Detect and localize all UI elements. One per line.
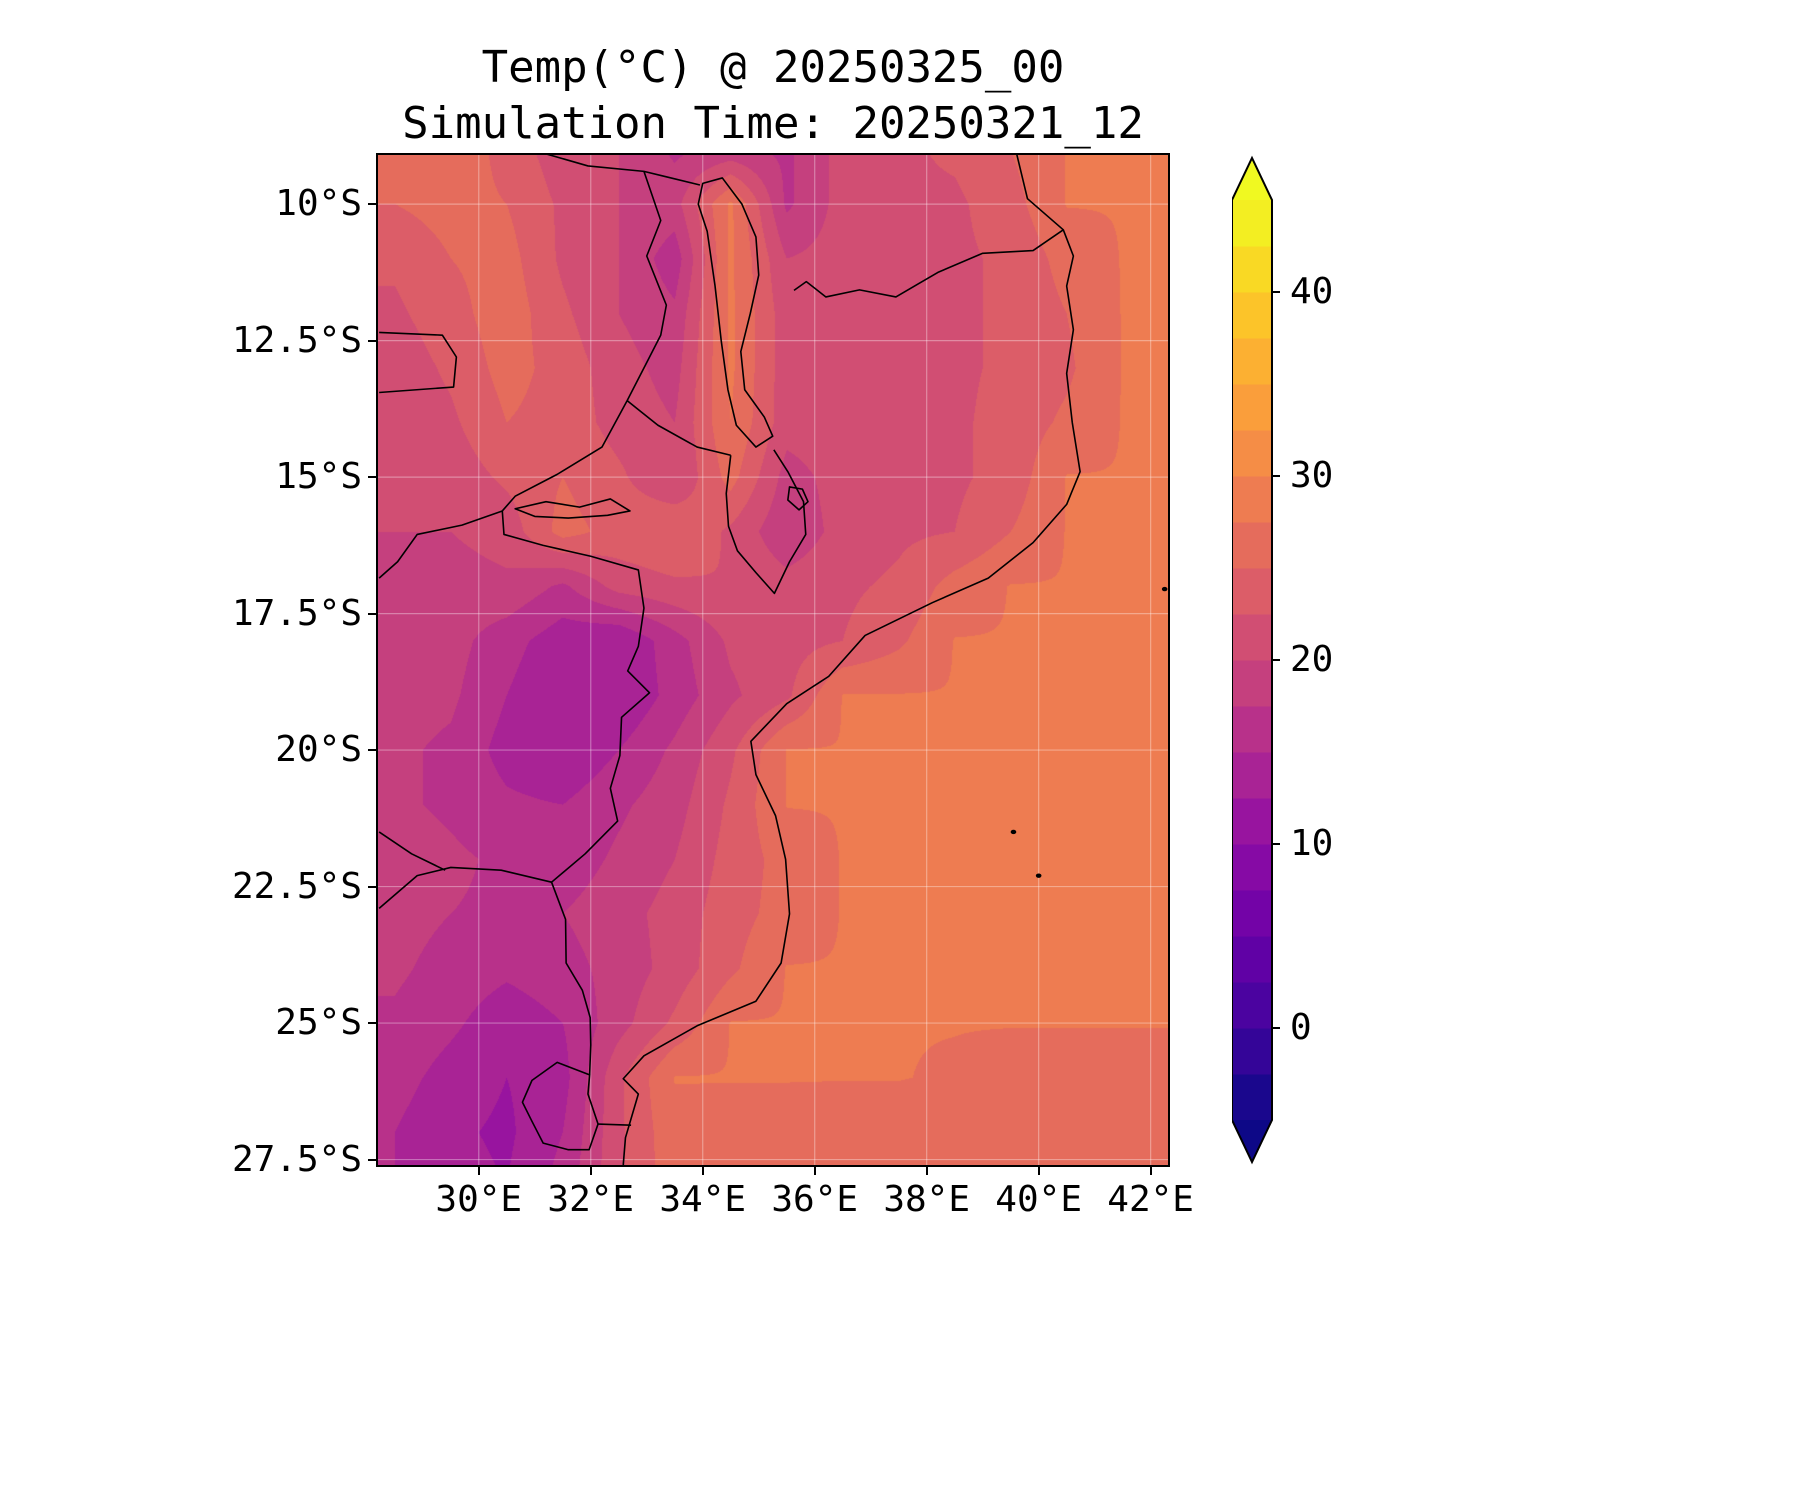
- y-tick-label: 22.5°S: [231, 865, 362, 907]
- country-border-malawi-west: [627, 171, 666, 400]
- country-border-rovuma-tz-mz: [794, 230, 1063, 297]
- y-tick-mark: [368, 203, 376, 206]
- x-tick-label: 34°E: [659, 1179, 747, 1220]
- colorbar-tick-label: 20: [1290, 639, 1334, 680]
- country-border-malawi-moz-north: [627, 401, 731, 456]
- colorbar: 40 30 20 10 0: [1231, 155, 1452, 1165]
- colorbar-band: [1232, 338, 1272, 385]
- country-border-zim-moz: [502, 511, 649, 882]
- plot-subtitle: Simulation Time: 20250321_12: [402, 98, 1144, 149]
- y-tick-mark: [368, 476, 376, 479]
- country-border-sa-moz: [552, 882, 591, 1075]
- colorbar-band: [1232, 246, 1272, 293]
- y-tick-label: 17.5°S: [231, 592, 362, 634]
- colorbar-band: [1232, 384, 1272, 431]
- colorbar-band: [1232, 522, 1272, 569]
- x-tick-mark: [589, 1167, 592, 1175]
- y-tick-label: 12.5°S: [231, 319, 362, 361]
- country-border-coastline: [623, 155, 1080, 1165]
- colorbar-tick-label: 40: [1290, 271, 1334, 312]
- colorbar-band: [1232, 200, 1272, 247]
- colorbar-band: [1232, 614, 1272, 661]
- y-tick-label: 27.5°S: [231, 1138, 362, 1180]
- colorbar-band: [1232, 568, 1272, 615]
- y-tick-mark: [368, 612, 376, 615]
- colorbar-tick-label: 30: [1290, 455, 1334, 496]
- x-tick-label: 32°E: [547, 1179, 635, 1220]
- x-tick-label: 36°E: [771, 1179, 859, 1220]
- map-overlay: [378, 155, 1168, 1165]
- colorbar-band: [1232, 1028, 1272, 1075]
- colorbar-band: [1232, 660, 1272, 707]
- island-dot: [1010, 829, 1017, 835]
- y-tick-label: 20°S: [275, 729, 362, 771]
- country-border-congo-pedicle: [379, 332, 456, 392]
- colorbar-band: [1232, 844, 1272, 891]
- y-tick-label: 25°S: [275, 1002, 362, 1044]
- island-dot: [1161, 586, 1168, 592]
- country-border-botswana-zim: [379, 832, 445, 870]
- colorbar-band: [1232, 752, 1272, 799]
- country-border-moz-sa-east: [598, 1124, 631, 1125]
- x-tick-mark: [1149, 1167, 1152, 1175]
- y-tick-mark: [368, 749, 376, 752]
- x-tick-mark: [1037, 1167, 1040, 1175]
- x-tick-label: 38°E: [883, 1179, 971, 1220]
- colorbar-band: [1232, 1074, 1272, 1121]
- country-border-lake-chilwa: [788, 487, 808, 510]
- y-tick-label: 10°S: [275, 183, 362, 225]
- colorbar-outline: [1231, 155, 1273, 1165]
- country-border-tz-zambia-malawi: [540, 155, 700, 185]
- x-tick-label: 42°E: [1107, 1179, 1194, 1220]
- colorbar-band: [1232, 982, 1272, 1029]
- colorbar-band: [1232, 430, 1272, 477]
- colorbar-band: [1232, 706, 1272, 753]
- map-plot: [376, 153, 1170, 1167]
- colorbar-band: [1232, 936, 1272, 983]
- x-tick-mark: [701, 1167, 704, 1175]
- island-dot: [1035, 873, 1042, 878]
- x-tick-mark: [813, 1167, 816, 1175]
- x-tick-mark: [477, 1167, 480, 1175]
- country-border-malawi-south: [726, 450, 806, 594]
- y-tick-mark: [368, 339, 376, 342]
- x-tick-label: 40°E: [995, 1179, 1082, 1220]
- y-tick-mark: [368, 1022, 376, 1025]
- country-border-zambia-zim-zambezi: [379, 511, 502, 578]
- colorbar-band: [1232, 292, 1272, 339]
- y-tick-label: 15°S: [275, 456, 362, 498]
- country-border-lake-malawi: [698, 178, 772, 447]
- country-border-cahora-bassa: [515, 499, 630, 518]
- colorbar-svg: [1231, 155, 1280, 1165]
- country-border-limpopo-sa-zim: [379, 867, 551, 908]
- colorbar-extend-under: [1232, 1120, 1272, 1162]
- x-tick-label: 30°E: [435, 1179, 523, 1220]
- colorbar-band: [1232, 476, 1272, 523]
- plot-title: Temp(°C) @ 20250325_00: [481, 42, 1065, 93]
- temperature-heatmap-canvas: [378, 155, 1168, 1165]
- y-tick-mark: [368, 885, 376, 888]
- country-border-zambia-moz: [502, 401, 627, 511]
- colorbar-tick-label: 0: [1290, 1007, 1312, 1048]
- colorbar-band: [1232, 890, 1272, 937]
- colorbar-tick-label: 10: [1290, 823, 1334, 864]
- colorbar-band: [1232, 798, 1272, 845]
- colorbar-extend-over: [1232, 158, 1272, 200]
- y-tick-mark: [368, 1158, 376, 1161]
- x-tick-mark: [925, 1167, 928, 1175]
- country-border-eswatini: [522, 1062, 598, 1149]
